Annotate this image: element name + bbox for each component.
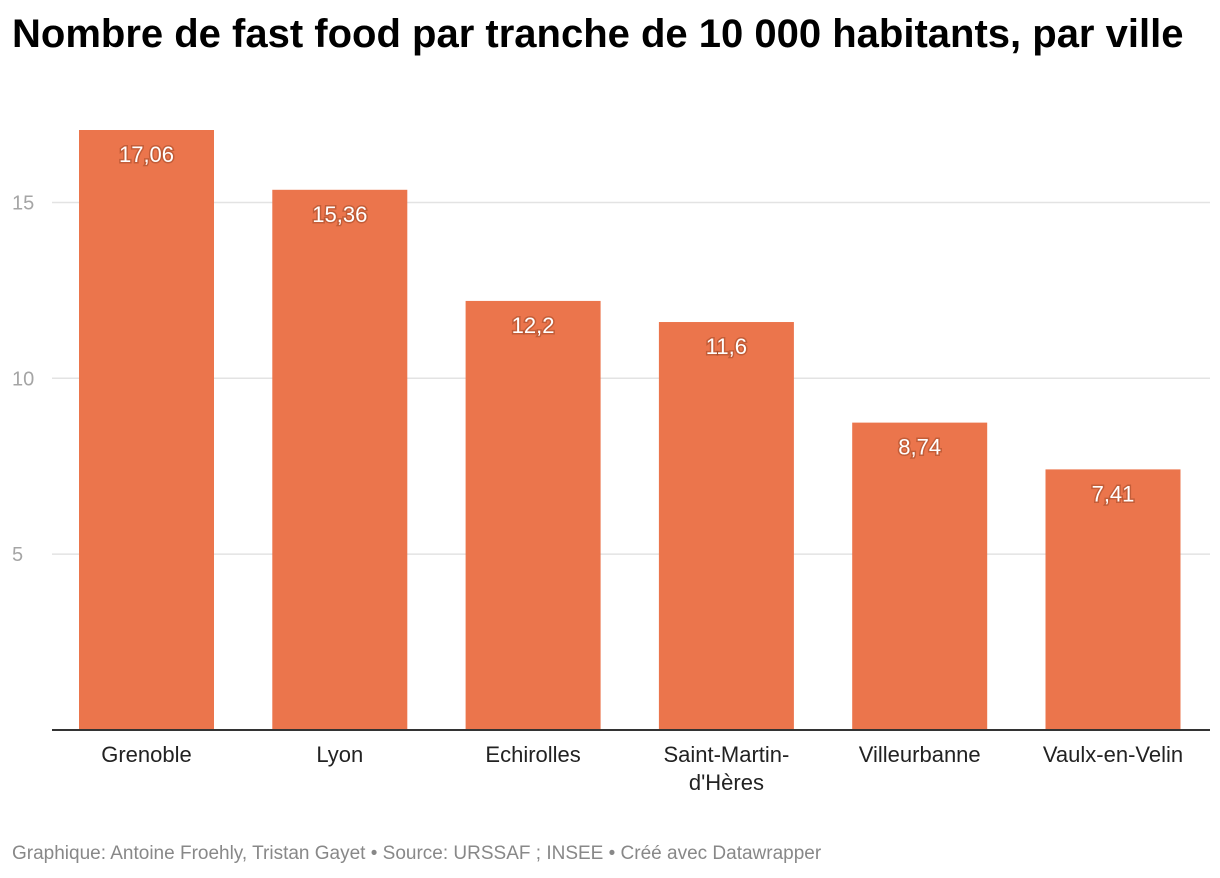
- bar: [852, 422, 988, 730]
- x-category-label: Villeurbanne: [859, 742, 981, 767]
- y-axis-ticks: 5 10 15: [12, 192, 34, 566]
- y-tick-label: 15: [12, 192, 34, 214]
- bar: [272, 189, 408, 730]
- y-tick-label: 5: [12, 544, 23, 566]
- bar-value-label: 17,06: [119, 142, 174, 167]
- value-labels: 17,06 15,36 12,2 11,6 8,74 7,41: [117, 141, 1135, 508]
- bar-value-label: 8,74: [898, 435, 941, 460]
- chart-title: Nombre de fast food par tranche de 10 00…: [12, 12, 1184, 56]
- gridlines: [52, 201, 1210, 555]
- bar: [79, 130, 214, 730]
- x-category-label: Vaulx-en-Velin: [1043, 742, 1183, 767]
- source-credit: Graphique: Antoine Froehly, Tristan Gaye…: [12, 843, 822, 864]
- x-category-label: Saint-Martin-: [663, 742, 789, 767]
- bar: [465, 300, 601, 730]
- x-category-label: d'Hères: [689, 770, 764, 795]
- bar-value-label: 15,36: [312, 202, 367, 227]
- bar-value-label: 11,6: [706, 334, 747, 359]
- bar: [1045, 469, 1181, 730]
- bars: [79, 130, 1181, 730]
- bar: [658, 322, 794, 730]
- y-tick-label: 10: [12, 368, 34, 390]
- x-category-label: Grenoble: [101, 742, 192, 767]
- category-labels: Grenoble Lyon Echirolles Saint-Martin-d'Hèr…: [101, 742, 1183, 795]
- x-category-label: Lyon: [316, 742, 363, 767]
- x-category-label: Echirolles: [485, 742, 580, 767]
- bar-value-label: 7,41: [1092, 481, 1135, 506]
- bar-value-label: 12,2: [512, 313, 555, 338]
